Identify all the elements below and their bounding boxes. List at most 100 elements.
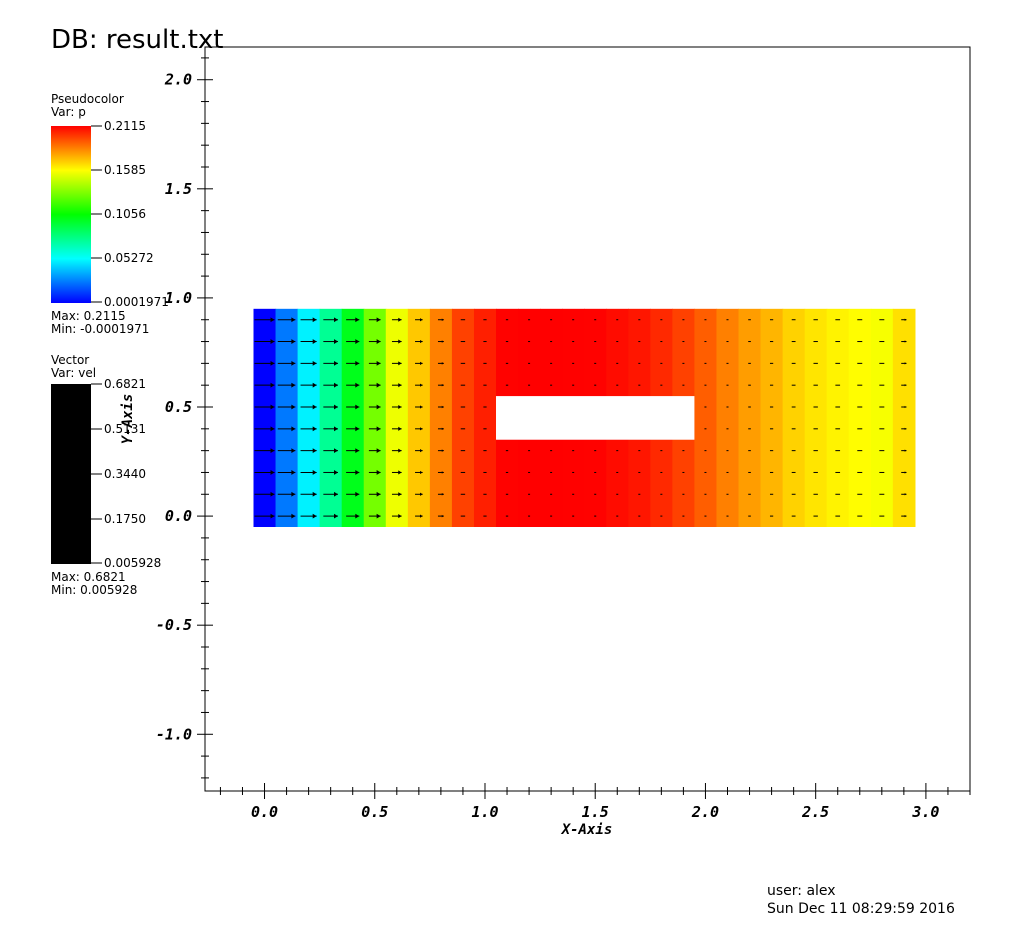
velocity-arrowhead	[333, 382, 338, 388]
velocity-arrowhead	[270, 470, 275, 475]
x-tick-label: 1.5	[582, 803, 609, 821]
velocity-arrowhead	[398, 404, 402, 410]
velocity-arrowhead	[376, 404, 381, 410]
velocity-arrowhead	[419, 449, 423, 453]
velocity-arrowhead	[291, 513, 296, 519]
velocity-arrowhead	[419, 405, 423, 409]
velocity-arrowhead	[312, 491, 317, 497]
velocity-arrowhead	[376, 491, 381, 497]
velocity-arrowhead	[904, 340, 907, 343]
velocity-arrowhead	[441, 318, 444, 321]
velocity-arrowhead	[398, 448, 402, 453]
velocity-arrowhead	[270, 360, 275, 366]
velocity-arrowhead	[904, 471, 907, 474]
velocity-arrowhead	[291, 470, 296, 475]
pressure-cell	[429, 308, 453, 527]
velocity-arrowhead	[441, 514, 444, 518]
velocity-arrowhead	[419, 427, 423, 431]
velocity-arrowhead	[355, 513, 360, 519]
pressure-cell	[826, 308, 850, 527]
velocity-arrowhead	[291, 404, 296, 410]
pseudocolor-max-label: Max: 0.2115	[51, 309, 126, 323]
velocity-arrowhead	[355, 404, 360, 410]
velocity-arrowhead	[398, 383, 402, 388]
pseudocolor-colorbar	[51, 126, 91, 303]
velocity-arrowhead	[904, 493, 907, 496]
velocity-arrowhead	[441, 427, 444, 431]
y-tick-label: 0.0	[165, 507, 192, 525]
velocity-arrowhead	[312, 470, 317, 475]
velocity-arrowhead	[291, 382, 296, 388]
velocity-arrowhead	[398, 317, 402, 322]
vector-var-label: Var: vel	[51, 366, 97, 380]
velocity-arrowhead	[355, 339, 360, 344]
velocity-arrowhead	[904, 449, 907, 452]
velocity-arrowhead	[355, 382, 360, 388]
y-tick-label: -0.5	[156, 616, 192, 634]
velocity-arrowhead	[355, 426, 360, 432]
velocity-arrowhead	[419, 361, 423, 365]
pressure-cell	[385, 308, 409, 527]
velocity-arrowhead	[441, 493, 444, 496]
velocity-arrowhead	[312, 382, 317, 388]
velocity-arrowhead	[270, 339, 275, 344]
velocity-arrowhead	[333, 404, 338, 410]
vector-tick-label: 0.1750	[104, 512, 146, 526]
velocity-arrowhead	[291, 339, 296, 344]
velocity-arrowhead	[376, 360, 381, 366]
velocity-arrowhead	[904, 405, 907, 409]
velocity-arrowhead	[270, 491, 275, 497]
velocity-arrowhead	[333, 448, 338, 454]
velocity-arrowhead	[312, 360, 317, 366]
velocity-arrowhead	[312, 339, 317, 344]
velocity-arrowhead	[419, 318, 423, 322]
pressure-cell	[694, 308, 718, 527]
vector-colorbar	[51, 384, 91, 564]
velocity-arrowhead	[376, 339, 381, 344]
axis-ticks	[197, 57, 971, 799]
velocity-arrowhead	[270, 317, 275, 323]
pressure-cell	[782, 308, 806, 527]
pressure-cell	[848, 308, 872, 527]
velocity-arrowhead	[355, 491, 360, 497]
velocity-arrowhead	[904, 514, 907, 518]
velocity-arrowhead	[312, 513, 317, 519]
timestamp-label: Sun Dec 11 08:29:59 2016	[767, 901, 955, 917]
velocity-arrowhead	[398, 426, 402, 431]
velocity-arrowhead	[419, 339, 423, 344]
plot-frame	[204, 46, 971, 792]
x-tick-label: 0.0	[251, 803, 278, 821]
velocity-arrowhead	[376, 382, 381, 388]
pseudocolor-tick-label: 0.1585	[104, 163, 146, 177]
velocity-arrowhead	[441, 405, 444, 409]
x-tick-label: 1.0	[471, 803, 498, 821]
velocity-arrowhead	[333, 360, 338, 366]
velocity-arrowhead	[904, 427, 907, 430]
pressure-cell	[760, 308, 784, 527]
legend-ticks	[91, 125, 102, 564]
x-tick-labels: 0.0 0.5 1.0 1.5 2.0 2.5 3.0	[251, 803, 939, 821]
velocity-arrowhead	[376, 426, 381, 432]
vector-legend-title: Vector	[51, 353, 90, 367]
pseudocolor-tick-label: 0.2115	[104, 119, 146, 133]
velocity-arrowhead	[441, 383, 444, 387]
pressure-cell	[870, 308, 894, 527]
pressure-cell	[451, 308, 475, 527]
velocity-arrowhead	[376, 470, 381, 475]
y-tick-label: 1.0	[165, 289, 192, 307]
velocity-arrowhead	[398, 514, 402, 519]
x-tick-label: 3.0	[911, 803, 939, 821]
velocity-arrowhead	[333, 513, 338, 519]
pseudocolor-var-label: Var: p	[51, 105, 86, 119]
velocity-arrowhead	[441, 471, 444, 474]
pressure-cell	[804, 308, 828, 527]
vector-tick-label: 0.005928	[104, 556, 162, 570]
velocity-arrowhead	[904, 362, 907, 365]
velocity-arrowhead	[333, 339, 338, 344]
pressure-cell	[473, 308, 497, 527]
velocity-arrowhead	[270, 426, 275, 432]
velocity-arrowhead	[291, 360, 296, 366]
x-axis-label: X-Axis	[561, 822, 613, 838]
db-title: DB: result.txt	[51, 25, 224, 55]
pressure-cell	[407, 308, 431, 527]
